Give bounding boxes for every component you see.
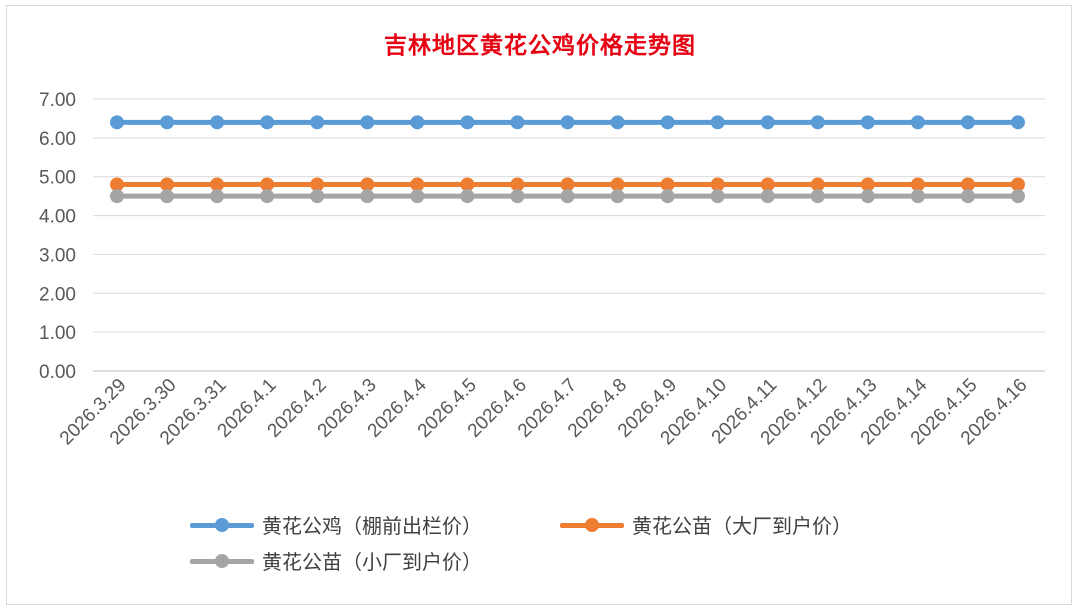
data-point [210,177,225,192]
data-point [110,189,124,204]
data-point [860,189,875,204]
data-point [360,115,375,130]
data-point [260,189,275,204]
data-point [460,177,475,192]
legend-swatch [190,517,254,532]
data-point [410,189,425,204]
data-point [1011,115,1025,130]
data-point [310,189,325,204]
y-tick-label: 0.00 [39,362,76,383]
legend-item: 黄花公苗（大厂到户价） [560,510,852,539]
y-tick-label: 5.00 [39,168,76,189]
legend-label: 黄花公苗（小厂到户价） [262,550,482,574]
data-point [660,115,675,130]
data-point [910,189,925,204]
data-point [410,177,425,192]
legend-item: 黄花公鸡（棚前出栏价） [190,510,482,539]
data-point [710,115,725,130]
data-point [760,115,775,130]
chart-card [6,5,1072,605]
data-point [610,115,625,130]
legend-label: 黄花公鸡（棚前出栏价） [262,514,482,538]
data-point [310,115,325,130]
data-point [160,177,175,192]
data-point [860,115,875,130]
legend-swatch-dot [215,517,229,532]
y-tick-label: 7.00 [39,90,76,111]
data-point [510,115,525,130]
data-point [960,177,975,192]
data-point [460,115,475,130]
data-point [960,115,975,130]
legend-swatch-dot [215,553,229,568]
y-tick-label: 2.00 [39,284,76,305]
data-point [560,189,575,204]
data-point [510,189,525,204]
data-point [510,177,525,192]
data-point [360,177,375,192]
legend-item: 黄花公苗（小厂到户价） [190,546,482,575]
data-point [810,189,825,204]
data-point [460,189,475,204]
data-point [260,115,275,130]
data-point [610,189,625,204]
data-point [710,177,725,192]
data-point [210,189,225,204]
data-point [160,189,175,204]
data-point [810,115,825,130]
legend-swatch [560,517,624,532]
y-tick-label: 4.00 [39,207,76,228]
data-point [560,115,575,130]
legend-swatch [190,553,254,568]
data-point [310,177,325,192]
data-point [260,177,275,192]
data-point [110,177,124,192]
data-point [560,177,575,192]
data-point [860,177,875,192]
data-point [760,177,775,192]
data-point [910,115,925,130]
data-point [610,177,625,192]
data-point [960,189,975,204]
data-point [660,177,675,192]
data-point [810,177,825,192]
data-point [210,115,225,130]
data-point [910,177,925,192]
data-point [360,189,375,204]
data-point [110,115,124,130]
chart-title: 吉林地区黄花公鸡价格走势图 [384,32,696,59]
data-point [160,115,175,130]
legend-label: 黄花公苗（大厂到户价） [632,514,852,538]
data-point [760,189,775,204]
data-point [660,189,675,204]
y-tick-label: 3.00 [39,245,76,266]
data-point [710,189,725,204]
y-tick-label: 6.00 [39,129,76,150]
data-point [410,115,425,130]
legend-swatch-dot [585,517,599,532]
data-point [1011,177,1025,192]
y-tick-label: 1.00 [39,323,76,344]
data-point [1011,189,1025,204]
